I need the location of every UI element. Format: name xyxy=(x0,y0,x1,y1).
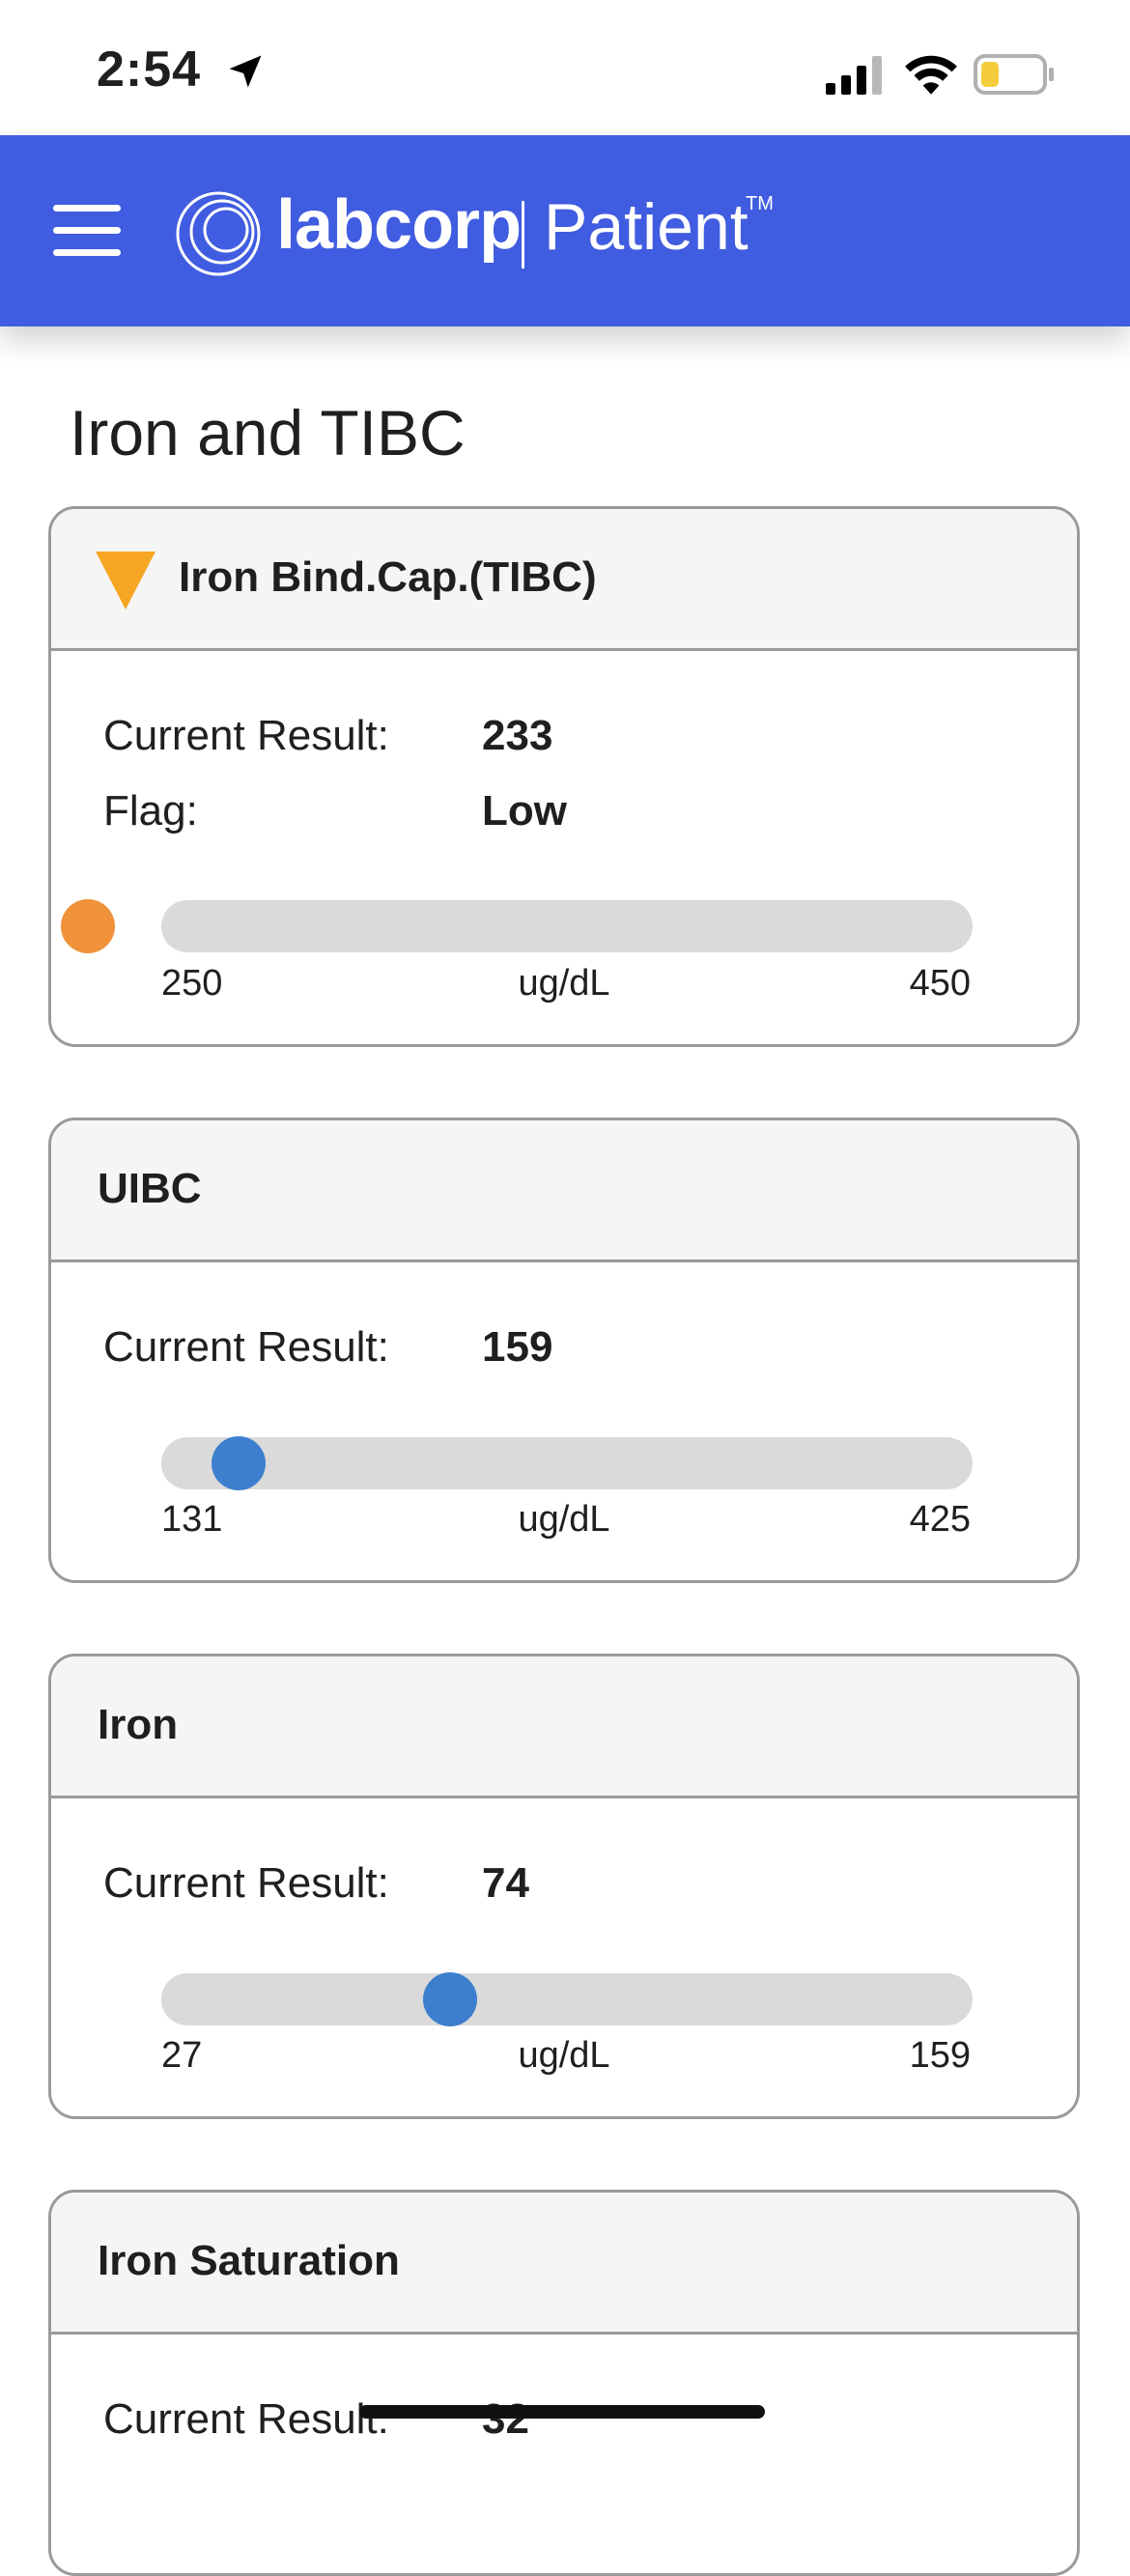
low-flag-triangle-icon xyxy=(96,552,155,609)
flag-value: Low xyxy=(482,787,567,835)
card-header[interactable]: Iron Saturation xyxy=(51,2193,1077,2335)
result-card-iron: Iron Current Result: 74 27 ug/dL 159 xyxy=(48,1654,1080,2119)
card-header[interactable]: Iron xyxy=(51,1656,1077,1798)
brand-name: labcorp xyxy=(276,186,522,264)
test-name: Iron Saturation xyxy=(98,2237,400,2284)
current-result-label: Current Result: xyxy=(103,2395,389,2443)
labcorp-logo-icon xyxy=(176,191,261,276)
result-card-uibc: UIBC Current Result: 159 131 ug/dL 425 xyxy=(48,1118,1080,1583)
current-result-label: Current Result: xyxy=(103,1859,389,1907)
hamburger-menu-icon[interactable] xyxy=(53,205,121,257)
location-arrow-icon xyxy=(229,55,262,88)
current-result-label: Current Result: xyxy=(103,1323,389,1371)
current-result-value: 32 xyxy=(482,2395,529,2443)
result-marker xyxy=(61,899,116,953)
range-unit: ug/dL xyxy=(518,1499,610,1540)
range-unit: ug/dL xyxy=(518,963,610,1004)
home-indicator[interactable] xyxy=(359,2405,765,2419)
current-result-value: 74 xyxy=(482,1859,529,1907)
range-high: 450 xyxy=(909,963,971,1004)
battery-icon xyxy=(974,54,1054,95)
result-card-tibc: Iron Bind.Cap.(TIBC) Current Result: 233… xyxy=(48,506,1080,1047)
current-result-value: 159 xyxy=(482,1323,553,1371)
range-high: 159 xyxy=(909,2035,971,2076)
app-header: labcorp Patient TM xyxy=(0,135,1130,326)
wifi-icon xyxy=(905,55,957,95)
range-unit: ug/dL xyxy=(518,2035,610,2076)
brand-divider xyxy=(522,201,524,269)
range-low: 131 xyxy=(161,1499,223,1540)
reference-range-bar xyxy=(161,1437,973,1489)
status-time: 2:54 xyxy=(97,42,202,98)
test-name: Iron xyxy=(98,1701,179,1748)
card-header[interactable]: Iron Bind.Cap.(TIBC) xyxy=(51,509,1077,651)
result-marker xyxy=(211,1436,266,1490)
trademark: TM xyxy=(746,193,774,214)
current-result-label: Current Result: xyxy=(103,712,389,759)
range-high: 425 xyxy=(909,1499,971,1540)
reference-range-bar xyxy=(161,1973,973,2025)
reference-range-bar xyxy=(161,900,973,952)
flag-label: Flag: xyxy=(103,787,198,835)
status-bar: 2:54 xyxy=(0,0,1130,135)
test-name: UIBC xyxy=(98,1165,202,1212)
product-name: Patient xyxy=(544,190,749,264)
cellular-signal-icon xyxy=(826,56,882,95)
range-low: 27 xyxy=(161,2035,203,2076)
test-name: Iron Bind.Cap.(TIBC) xyxy=(179,553,597,601)
result-marker xyxy=(423,1972,478,2026)
current-result-value: 233 xyxy=(482,712,553,759)
result-card-iron-saturation: Iron Saturation Current Result: 32 xyxy=(48,2190,1080,2576)
card-header[interactable]: UIBC xyxy=(51,1120,1077,1262)
range-low: 250 xyxy=(161,963,223,1004)
page-title: Iron and TIBC xyxy=(70,397,466,469)
